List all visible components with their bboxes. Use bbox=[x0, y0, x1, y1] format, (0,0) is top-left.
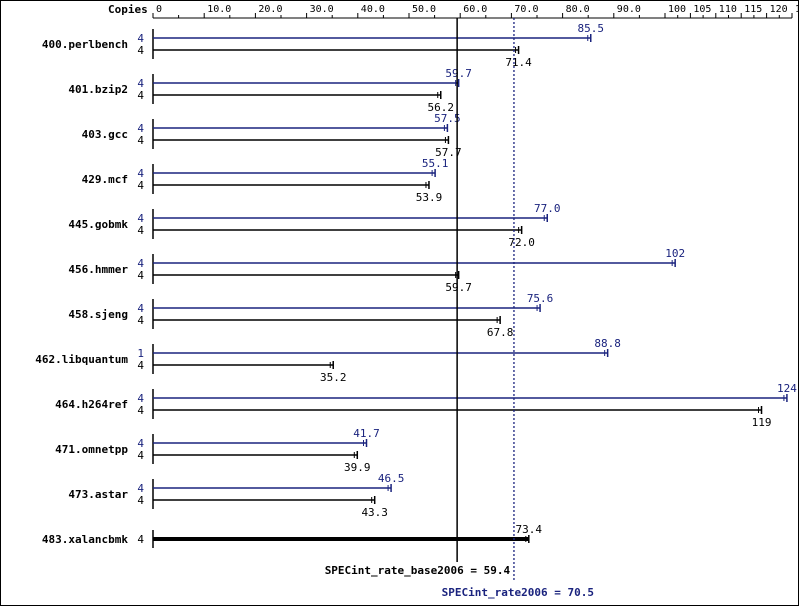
peak-copies: 4 bbox=[137, 77, 144, 90]
benchmark-row: 456.hmmer 4 102 4 59.7 bbox=[68, 247, 685, 294]
peak-copies: 4 bbox=[137, 32, 144, 45]
peak-copies: 1 bbox=[137, 347, 144, 360]
base-bar-value-label: 59.7 bbox=[445, 281, 472, 294]
base-bar-value-label: 72.0 bbox=[508, 236, 535, 249]
base-copies: 4 bbox=[137, 533, 144, 546]
x-tick-label: 90.0 bbox=[617, 4, 641, 15]
x-tick-label: 40.0 bbox=[361, 4, 385, 15]
peak-copies: 4 bbox=[137, 437, 144, 450]
peak-bar-value-label: 124 bbox=[777, 382, 797, 395]
peak-bar-value-label: 102 bbox=[665, 247, 685, 260]
benchmark-name: 458.sjeng bbox=[68, 308, 128, 321]
base-bar-value-label: 35.2 bbox=[320, 371, 347, 384]
x-tick-label: 50.0 bbox=[412, 4, 436, 15]
peak-bar-value-label: 55.1 bbox=[422, 157, 449, 170]
peak-bar-value-label: 57.5 bbox=[434, 112, 461, 125]
x-tick-label: 120 bbox=[770, 4, 788, 15]
base-bar-value-label: 119 bbox=[752, 416, 772, 429]
benchmark-row: 483.xalancbmk 4 73.4 bbox=[42, 523, 543, 548]
base-copies: 4 bbox=[137, 359, 144, 372]
x-tick-label: 125 bbox=[795, 4, 799, 15]
copies-header: Copies bbox=[108, 3, 148, 16]
base-copies: 4 bbox=[137, 89, 144, 102]
x-tick-label: 80.0 bbox=[566, 4, 590, 15]
benchmark-name: 403.gcc bbox=[82, 128, 128, 141]
x-tick-label: 110 bbox=[719, 4, 737, 15]
benchmark-name: 464.h264ref bbox=[55, 398, 128, 411]
base-copies: 4 bbox=[137, 134, 144, 147]
base-copies: 4 bbox=[137, 44, 144, 57]
peak-copies: 4 bbox=[137, 212, 144, 225]
base-bar-value-label: 53.9 bbox=[416, 191, 443, 204]
benchmark-name: 400.perlbench bbox=[42, 38, 128, 51]
peak-bar-value-label: 75.6 bbox=[527, 292, 554, 305]
base-reference-label: SPECint_rate_base2006 = 59.4 bbox=[325, 564, 511, 577]
peak-bar-value-label: 85.5 bbox=[578, 22, 605, 35]
base-copies: 4 bbox=[137, 269, 144, 282]
benchmark-row: 473.astar 4 46.5 4 43.3 bbox=[68, 472, 404, 519]
peak-copies: 4 bbox=[137, 392, 144, 405]
benchmark-name: 401.bzip2 bbox=[68, 83, 128, 96]
benchmark-name: 456.hmmer bbox=[68, 263, 128, 276]
peak-reference-label: SPECint_rate2006 = 70.5 bbox=[442, 586, 594, 599]
peak-copies: 4 bbox=[137, 122, 144, 135]
benchmark-row: 445.gobmk 4 77.0 4 72.0 bbox=[68, 202, 560, 249]
base-bar-value-label: 73.4 bbox=[516, 523, 543, 536]
peak-bar-value-label: 88.8 bbox=[594, 337, 621, 350]
x-tick-label: 10.0 bbox=[207, 4, 231, 15]
x-tick-label: 70.0 bbox=[514, 4, 538, 15]
benchmark-row: 458.sjeng 4 75.6 4 67.8 bbox=[68, 292, 553, 339]
benchmark-name: 473.astar bbox=[68, 488, 128, 501]
base-bar-value-label: 39.9 bbox=[344, 461, 371, 474]
peak-bar-value-label: 41.7 bbox=[353, 427, 380, 440]
benchmark-name: 429.mcf bbox=[82, 173, 128, 186]
benchmark-name: 471.omnetpp bbox=[55, 443, 128, 456]
base-bar-value-label: 71.4 bbox=[505, 56, 532, 69]
x-tick-label: 115 bbox=[744, 4, 762, 15]
base-bar-value-label: 43.3 bbox=[361, 506, 388, 519]
benchmark-name: 445.gobmk bbox=[68, 218, 128, 231]
benchmark-row: 401.bzip2 4 59.7 4 56.2 bbox=[68, 67, 472, 114]
benchmark-row: 471.omnetpp 4 41.7 4 39.9 bbox=[55, 427, 380, 474]
x-tick-label: 105 bbox=[693, 4, 711, 15]
peak-bar-value-label: 46.5 bbox=[378, 472, 405, 485]
base-copies: 4 bbox=[137, 224, 144, 237]
x-tick-label: 0 bbox=[156, 4, 162, 15]
base-copies: 4 bbox=[137, 179, 144, 192]
benchmark-row: 403.gcc 4 57.5 4 57.7 bbox=[82, 112, 462, 159]
x-tick-label: 20.0 bbox=[258, 4, 282, 15]
base-copies: 4 bbox=[137, 449, 144, 462]
x-tick-label: 30.0 bbox=[310, 4, 334, 15]
benchmark-row: 429.mcf 4 55.1 4 53.9 bbox=[82, 157, 449, 204]
peak-copies: 4 bbox=[137, 167, 144, 180]
peak-copies: 4 bbox=[137, 257, 144, 270]
benchmark-row: 462.libquantum 1 88.8 4 35.2 bbox=[35, 337, 621, 384]
x-axis: 0 10.0 20.0 30.0 40.0 50.0 60.0 70.0 80.0 90.0 100… bbox=[152, 4, 799, 19]
base-bar-value-label: 56.2 bbox=[427, 101, 454, 114]
base-bar-value-label: 57.7 bbox=[435, 146, 462, 159]
x-tick-label: 60.0 bbox=[463, 4, 487, 15]
peak-bar-value-label: 59.7 bbox=[445, 67, 472, 80]
base-copies: 4 bbox=[137, 404, 144, 417]
benchmark-name: 462.libquantum bbox=[35, 353, 128, 366]
x-tick-label: 100 bbox=[668, 4, 686, 15]
reference-lines: SPECint_rate_base2006 = 59.4 SPECint_rate… bbox=[325, 18, 594, 599]
benchmark-name: 483.xalancbmk bbox=[42, 533, 128, 546]
peak-copies: 4 bbox=[137, 302, 144, 315]
base-copies: 4 bbox=[137, 314, 144, 327]
peak-bar-value-label: 77.0 bbox=[534, 202, 561, 215]
base-copies: 4 bbox=[137, 494, 144, 507]
peak-copies: 4 bbox=[137, 482, 144, 495]
base-bar-value-label: 67.8 bbox=[487, 326, 514, 339]
